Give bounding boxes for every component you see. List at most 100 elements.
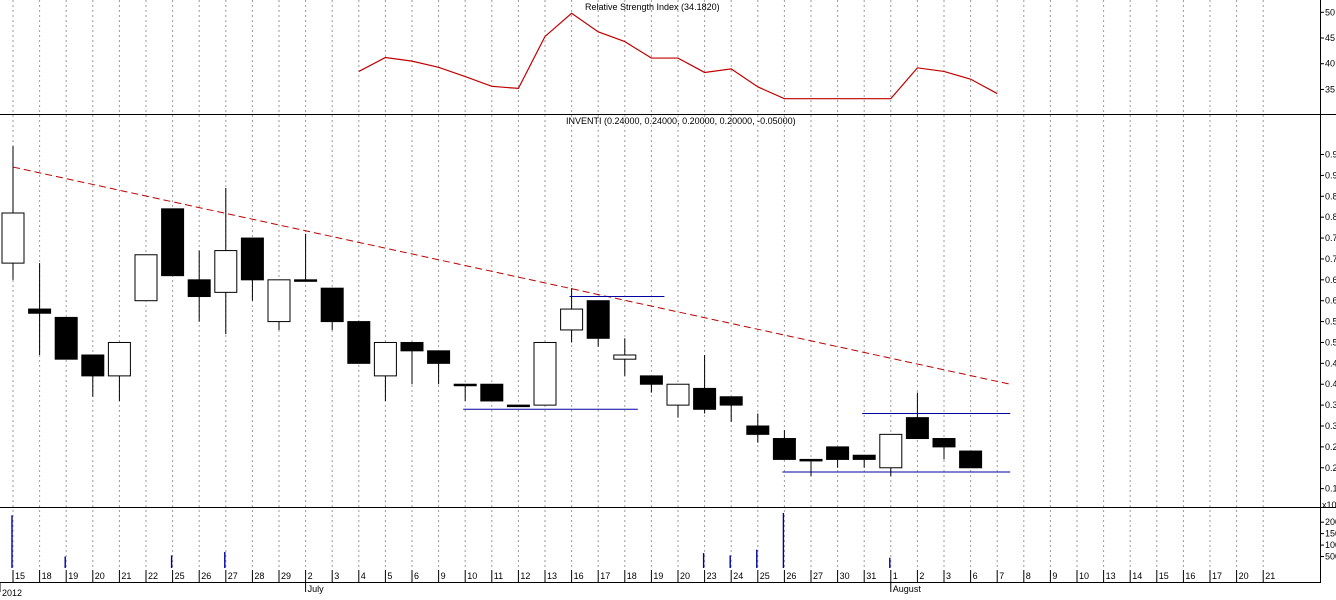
candle-body-down	[400, 341, 424, 352]
candle-body-up	[533, 341, 557, 406]
rsi-tick-label: 50	[1325, 7, 1335, 17]
candle	[905, 392, 929, 440]
candle	[932, 438, 956, 460]
candle	[373, 341, 397, 401]
x-tick-label: 5	[387, 571, 392, 581]
price-tick-label: 0.75	[1325, 233, 1336, 243]
candle-body-down	[852, 454, 876, 460]
x-tick-label: 6	[973, 571, 978, 581]
price-tick-label: 0.40	[1325, 379, 1336, 389]
x-tick-label: 23	[707, 571, 717, 581]
x-tick-label: 9	[441, 571, 446, 581]
candle-body-down	[772, 438, 796, 460]
x-tick-label: 2	[308, 571, 313, 581]
candle	[613, 338, 637, 376]
candle	[54, 316, 78, 360]
candle	[826, 446, 850, 468]
candle-body-down	[81, 354, 105, 377]
x-tick-label: 21	[1265, 571, 1275, 581]
x-tick-label: 18	[42, 571, 52, 581]
rsi-tick-label: 40	[1325, 59, 1335, 69]
x-tick-label: 20	[95, 571, 105, 581]
x-tick-label: 31	[866, 571, 876, 581]
candle-body-up	[373, 341, 397, 377]
x-tick-label: 14	[1132, 571, 1142, 581]
x-tick-label: 7	[999, 571, 1004, 581]
candle	[506, 404, 530, 408]
x-tick-label: 13	[1106, 571, 1116, 581]
candle-body-up	[613, 354, 637, 360]
candle	[480, 383, 504, 402]
x-tick-label: 25	[175, 571, 185, 581]
candle	[294, 233, 318, 282]
candle-body-down	[693, 387, 717, 410]
candle-body-up	[107, 341, 131, 377]
x-tick-label: 18	[627, 571, 637, 581]
candle-body-down	[932, 438, 956, 448]
candle-body-up	[879, 433, 903, 469]
price-tick-label: 0.45	[1325, 358, 1336, 368]
price-tick-label: 0.55	[1325, 317, 1336, 327]
candle-body-down	[719, 396, 743, 406]
candle-body-down	[347, 321, 371, 364]
candle-body-down	[427, 350, 451, 364]
price-title: INVENTI (0.24000, 0.24000, 0.20000, 0.20…	[566, 116, 796, 126]
x-tick-label: 30	[840, 571, 850, 581]
candle-body-down	[506, 404, 530, 408]
candle	[1, 146, 25, 280]
candle	[214, 187, 238, 335]
candle-body-down	[959, 450, 983, 469]
x-tick-label: 20	[1239, 571, 1249, 581]
price-tick-label: 0.70	[1325, 254, 1336, 264]
price-pane: INVENTI (0.24000, 0.24000, 0.20000, 0.20…	[1, 116, 1336, 494]
year-label: 2012	[2, 588, 22, 598]
x-tick-label: 4	[361, 571, 366, 581]
x-tick-label: 3	[946, 571, 951, 581]
candle	[453, 383, 477, 401]
candle	[134, 254, 158, 302]
candle-body-down	[320, 287, 344, 323]
x-tick-label: 1	[893, 571, 898, 581]
candle	[586, 300, 610, 347]
candle-body-down	[187, 279, 211, 298]
candle-body-down	[240, 237, 264, 281]
candle-body-down	[294, 279, 318, 282]
candle-body-down	[746, 425, 770, 435]
x-tick-label: 10	[1079, 571, 1089, 581]
x-tick-label: 25	[760, 571, 770, 581]
rsi-title: Relative Strength Index (34.1820)	[585, 2, 720, 12]
candle	[959, 450, 983, 469]
price-tick-label: 0.30	[1325, 421, 1336, 431]
price-tick-label: 0.15	[1325, 484, 1336, 494]
volume-tick-label: 15000	[1325, 529, 1336, 539]
x-tick-label: 17	[1212, 571, 1222, 581]
x-tick-label: 13	[547, 571, 557, 581]
candle	[719, 396, 743, 422]
volume-tick-label: 10000	[1325, 540, 1336, 550]
volume-tick-label: 20000	[1325, 517, 1336, 527]
x-tick-label: 26	[786, 571, 796, 581]
price-tick-label: 0.80	[1325, 212, 1336, 222]
x-tick-label: 6	[414, 571, 419, 581]
volume-unit-label: x10	[1322, 500, 1336, 510]
month-label: August	[893, 584, 922, 594]
x-tick-label: 20	[680, 571, 690, 581]
x-tick-label: 2	[919, 571, 924, 581]
candle-body-up	[666, 383, 690, 406]
candle-body-up	[214, 250, 238, 293]
x-tick-label: 16	[574, 571, 584, 581]
price-tick-label: 0.90	[1325, 170, 1336, 180]
candle	[267, 279, 291, 330]
candle	[187, 250, 211, 322]
rsi-line	[358, 12, 998, 100]
candle-body-up	[134, 254, 158, 302]
volume-pane: x10 5000 1000015000 20000	[11, 500, 1336, 568]
candle	[666, 383, 690, 418]
candle-body-down	[28, 308, 52, 314]
x-tick-label: 19	[653, 571, 663, 581]
candle-body-up	[560, 308, 584, 331]
candle	[347, 321, 371, 364]
rsi-tick-label: 45	[1325, 33, 1335, 43]
x-tick-label: 27	[228, 571, 238, 581]
